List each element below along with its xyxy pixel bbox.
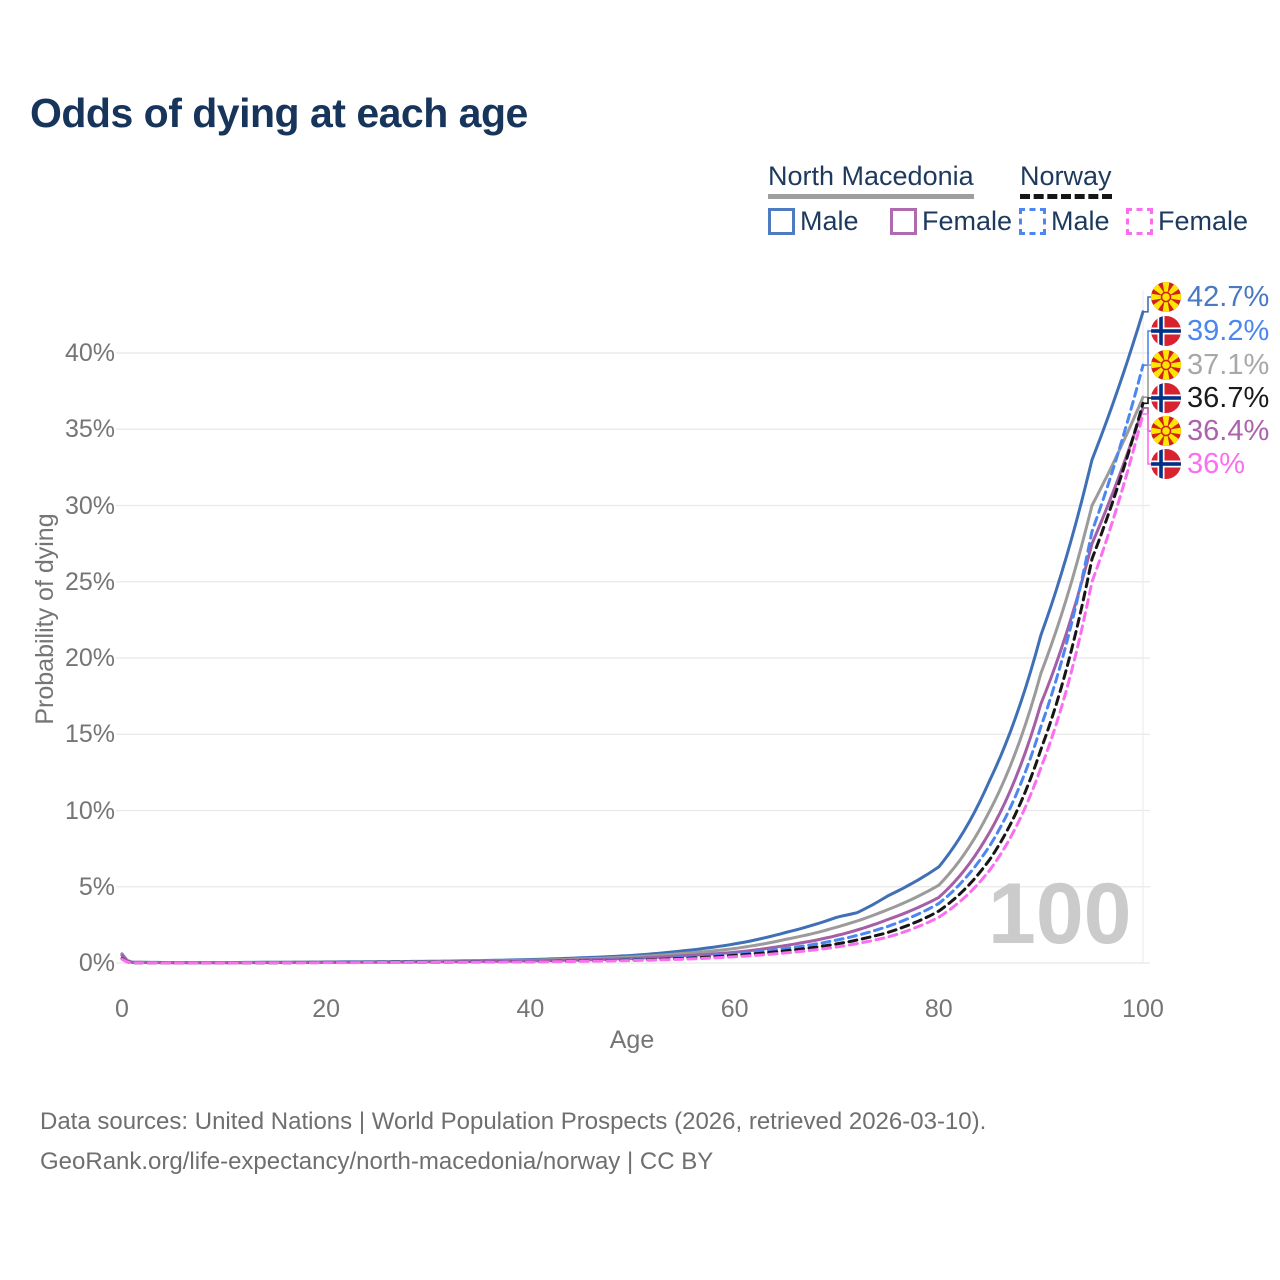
y-tick-10: 10% (64, 796, 115, 825)
end-label-connector-north-macedonia-total (1143, 364, 1152, 399)
series-line-north-macedonia-male (120, 310, 1145, 964)
end-label-value-norway-male: 39.2% (1187, 315, 1270, 347)
legend-group-norway: Norway (1020, 161, 1112, 199)
y-tick-25: 25% (64, 567, 115, 596)
end-label-connector-norway-total (1143, 397, 1152, 405)
y-axis-title: Probability of dying (31, 513, 59, 725)
x-tick-40: 40 (516, 995, 545, 1023)
end-label-norway-male: 39.2% (1151, 315, 1269, 347)
page-title: Odds of dying at each age (30, 90, 528, 136)
end-label-value-north-macedonia-female: 36.4% (1187, 415, 1270, 447)
legend-label: Female (1158, 206, 1249, 236)
y-tick-30: 30% (64, 491, 115, 520)
end-label-norway-total: 36.7% (1151, 382, 1269, 414)
y-tick-0: 0% (78, 949, 115, 977)
x-tick-20: 20 (312, 995, 341, 1023)
norway-flag-icon (1151, 316, 1181, 346)
legend-label: Male (1051, 206, 1110, 236)
y-tick-15: 15% (64, 720, 115, 749)
legend-swatch-north-macedonia-male (768, 207, 795, 235)
norway-flag-icon (1151, 449, 1181, 479)
y-tick-5: 5% (78, 872, 115, 901)
y-tick-20: 20% (64, 644, 115, 672)
north-macedonia-flag-icon (1151, 350, 1181, 380)
series-line-norway-female (120, 412, 1145, 965)
y-tick-40: 40% (64, 339, 115, 367)
end-label-connector-norway-female (1143, 413, 1152, 465)
end-label-value-north-macedonia-male: 42.7% (1187, 281, 1270, 313)
end-label-value-norway-female: 36% (1187, 448, 1246, 480)
end-label-north-macedonia-male: 42.7% (1151, 281, 1269, 313)
end-label-connector-norway-male (1143, 330, 1152, 366)
legend-header-north-macedonia[interactable]: North Macedonia (768, 161, 974, 199)
legend-swatch-norway-female (1126, 207, 1153, 235)
x-tick-0: 0 (115, 995, 129, 1023)
legend-header-norway[interactable]: Norway (1020, 161, 1112, 199)
footer-attribution: GeoRank.org/life-expectancy/north-macedo… (40, 1148, 714, 1175)
x-tick-100: 100 (1122, 995, 1164, 1023)
legend-swatch-norway-male (1019, 207, 1046, 235)
legend-item-north-macedonia-female[interactable]: Female (890, 206, 1012, 236)
legend-swatch-north-macedonia-female (890, 207, 917, 235)
north-macedonia-flag-icon (1151, 416, 1181, 446)
end-label-value-north-macedonia-total: 37.1% (1187, 349, 1270, 381)
end-label-value-norway-total: 36.7% (1187, 382, 1270, 414)
end-label-north-macedonia-female: 36.4% (1151, 415, 1269, 447)
legend-label: Female (922, 206, 1013, 236)
x-tick-60: 60 (720, 995, 749, 1023)
end-label-north-macedonia-total: 37.1% (1151, 349, 1269, 381)
norway-flag-icon (1151, 383, 1181, 413)
footer-data-sources: Data sources: United Nations | World Pop… (40, 1108, 987, 1135)
x-axis-title: Age (609, 1026, 655, 1054)
x-tick-80: 80 (924, 995, 953, 1023)
y-tick-35: 35% (64, 415, 115, 444)
legend-group-north-macedonia: North Macedonia (768, 161, 974, 199)
north-macedonia-flag-icon (1151, 282, 1181, 312)
legend-item-north-macedonia-male[interactable]: Male (768, 206, 859, 236)
end-label-norway-female: 36% (1151, 448, 1245, 480)
age-counter-watermark: 100 (988, 866, 1132, 962)
legend-item-norway-male[interactable]: Male (1019, 206, 1110, 236)
legend-item-norway-female[interactable]: Female (1126, 206, 1248, 236)
legend-label: Male (800, 206, 859, 236)
end-label-connector-north-macedonia-male (1143, 296, 1152, 313)
